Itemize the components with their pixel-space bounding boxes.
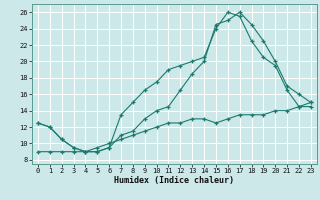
X-axis label: Humidex (Indice chaleur): Humidex (Indice chaleur) bbox=[115, 176, 234, 185]
